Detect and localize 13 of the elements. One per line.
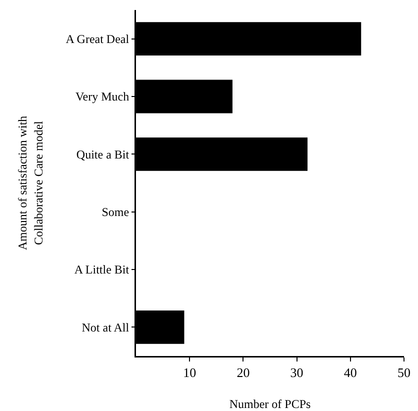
y-axis-title: Amount of satisfaction with Collaborative Care model [16,116,46,250]
y-tick-label: Some [102,205,130,220]
y-tick-label: A Little Bit [74,262,130,277]
y-tick-label: Not at All [82,320,130,334]
x-axis-title: Number of PCPs [229,397,311,411]
y-tick-label: Very Much [75,90,130,104]
x-tick-label: 20 [236,365,250,380]
y-tick-label: A Great Deal [66,32,130,46]
x-tick-label: 50 [398,365,410,380]
y-tick-label: Quite a Bit [76,147,130,162]
x-tick-label: 30 [290,365,304,380]
x-tick-label: 40 [344,365,357,380]
x-tick-label: 10 [183,365,196,380]
